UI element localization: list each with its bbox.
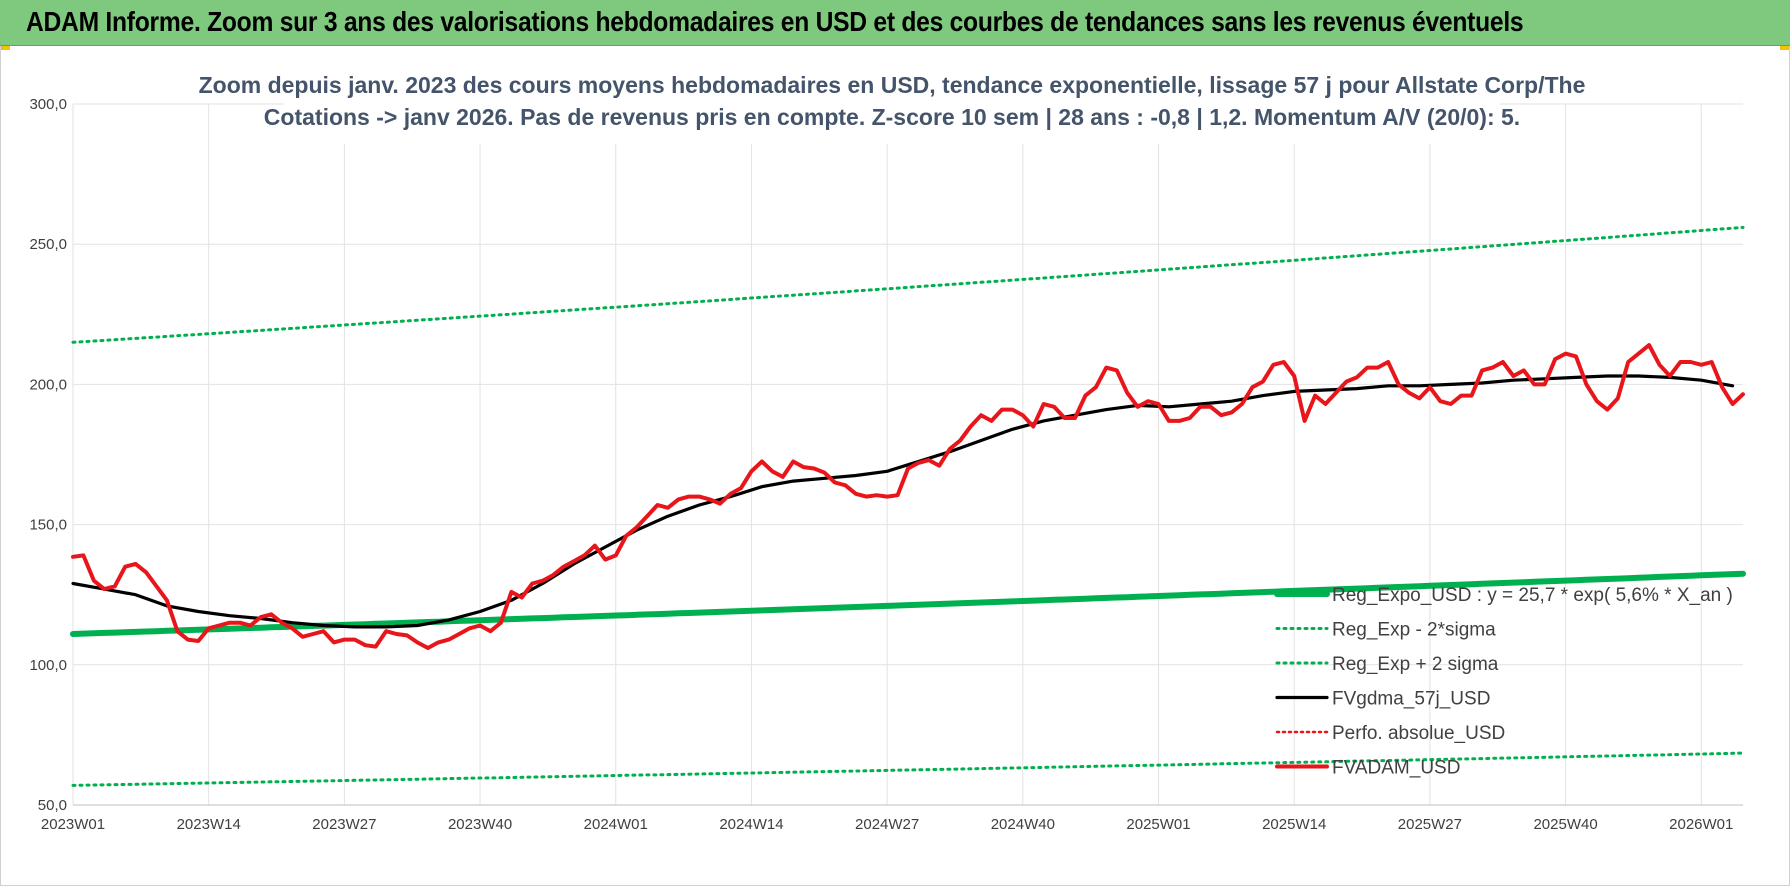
y-axis: 50,0 100,0 150,0 200,0 250,0 300,0	[29, 96, 67, 814]
chart-legend: Reg_Expo_USD : y = 25,7 * exp( 5,6% * X_…	[1274, 585, 1733, 779]
y-tick-label: 100,0	[29, 657, 67, 674]
x-tick-label: 2024W40	[991, 816, 1055, 833]
x-tick-label: 2023W01	[41, 816, 105, 833]
series-0	[70, 570, 1746, 637]
series-line	[71, 343, 1745, 650]
chart-title-line-1: Zoom depuis janv. 2023 des cours moyens …	[199, 72, 1586, 98]
series-5	[71, 343, 1745, 650]
x-tick-label: 2025W40	[1533, 816, 1597, 833]
chart-title-background	[284, 68, 1500, 144]
chart-frame: Zoom depuis janv. 2023 des cours moyens …	[0, 46, 1790, 886]
corner-mark-left	[0, 46, 10, 50]
x-tick-label: 2024W01	[584, 816, 648, 833]
series-1	[71, 751, 1745, 787]
x-axis: 2023W01 2023W14 2023W27 2023W40 2024W01 2024W…	[41, 816, 1733, 833]
x-tick-label: 2024W27	[855, 816, 919, 833]
y-tick-label: 300,0	[29, 96, 67, 113]
x-tick-label: 2023W40	[448, 816, 512, 833]
chart-series	[70, 225, 1746, 787]
chart-grid	[72, 103, 1743, 806]
report-banner: ADAM Informe. Zoom sur 3 ans des valoris…	[0, 0, 1790, 46]
x-tick-label: 2025W01	[1126, 816, 1190, 833]
line-chart: Zoom depuis janv. 2023 des cours moyens …	[29, 68, 1746, 833]
series-2	[71, 225, 1745, 344]
legend-label: Reg_Exp - 2*sigma	[1332, 620, 1496, 641]
legend-label: Perfo. absolue_USD	[1332, 723, 1505, 744]
x-tick-label: 2023W14	[177, 816, 241, 833]
x-tick-label: 2025W27	[1398, 816, 1462, 833]
series-3	[71, 374, 1735, 629]
series-line	[71, 225, 1745, 344]
y-tick-label: 50,0	[38, 797, 67, 814]
report-title: ADAM Informe. Zoom sur 3 ans des valoris…	[26, 6, 1524, 37]
y-tick-label: 150,0	[29, 517, 67, 534]
legend-label: FVADAM_USD	[1332, 758, 1460, 779]
x-tick-label: 2024W14	[719, 816, 783, 833]
x-tick-label: 2023W27	[312, 816, 376, 833]
legend-label: FVgdma_57j_USD	[1332, 689, 1490, 710]
chart-title-line-2: Cotations -> janv 2026. Pas de revenus p…	[264, 104, 1520, 130]
corner-mark-right	[1780, 46, 1790, 50]
series-line	[71, 374, 1735, 629]
x-tick-label: 2025W14	[1262, 816, 1326, 833]
legend-label: Reg_Expo_USD : y = 25,7 * exp( 5,6% * X_…	[1332, 585, 1733, 606]
series-line	[71, 751, 1745, 787]
legend-label: Reg_Exp + 2 sigma	[1332, 654, 1499, 675]
y-tick-label: 200,0	[29, 376, 67, 393]
y-tick-label: 250,0	[29, 236, 67, 253]
x-tick-label: 2026W01	[1669, 816, 1733, 833]
series-line	[70, 570, 1746, 637]
